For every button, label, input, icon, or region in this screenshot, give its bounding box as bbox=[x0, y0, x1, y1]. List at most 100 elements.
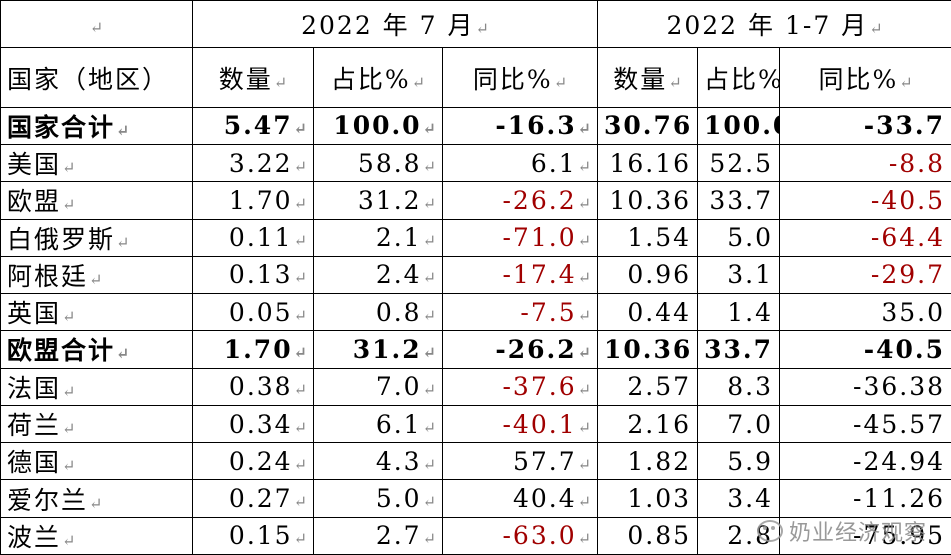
value-cell: 0.24↵ bbox=[192, 442, 314, 481]
return-mark-icon: ↵ bbox=[89, 17, 104, 37]
value: 10.36 bbox=[609, 185, 692, 215]
return-mark-icon: ↵ bbox=[422, 492, 436, 512]
country-cell: 荷兰↵ bbox=[0, 404, 193, 444]
value-cell: 1.03 bbox=[597, 479, 699, 518]
value-cell: 58.8↵ bbox=[313, 144, 443, 183]
return-mark-icon: ↵ bbox=[577, 492, 592, 512]
value-cell: 35.0 bbox=[779, 293, 951, 332]
country-label: 波兰 bbox=[7, 522, 62, 552]
value-cell: -24.94 bbox=[779, 442, 951, 481]
value-cell: 100.0↵ bbox=[313, 106, 443, 146]
value: 40.4 bbox=[512, 484, 577, 514]
return-mark-icon: ↵ bbox=[293, 454, 307, 474]
country-label: 白俄罗斯 bbox=[7, 224, 116, 254]
value-cell: 5.0↵ bbox=[313, 479, 443, 518]
value: 0.96 bbox=[627, 260, 692, 290]
value: -45.57 bbox=[853, 409, 946, 439]
value-cell: 16.16 bbox=[597, 144, 699, 183]
value-cell: -40.5 bbox=[779, 330, 951, 369]
value: -36.38 bbox=[853, 372, 946, 402]
value: 0.8 bbox=[375, 297, 422, 327]
period-header-row: ↵ 2022 年 7 月↵ 2022 年 1-7 月↵ bbox=[0, 0, 951, 49]
value-cell: 1.70↵ bbox=[192, 181, 314, 220]
value: -7.5 bbox=[520, 297, 577, 327]
return-mark-icon: ↵ bbox=[293, 156, 307, 176]
return-mark-icon: ↵ bbox=[475, 19, 489, 39]
value: 52.5 bbox=[709, 148, 774, 178]
return-mark-icon: ↵ bbox=[62, 456, 76, 476]
country-label: 欧盟合计 bbox=[7, 336, 116, 366]
wechat-icon bbox=[756, 520, 783, 542]
country-label: 国家合计 bbox=[7, 112, 116, 142]
value-cell: 2.1↵ bbox=[313, 218, 443, 257]
value: 10.36 bbox=[604, 334, 693, 364]
return-mark-icon: ↵ bbox=[577, 305, 592, 325]
return-mark-icon: ↵ bbox=[422, 268, 436, 288]
return-mark-icon: ↵ bbox=[293, 492, 307, 512]
return-mark-icon: ↵ bbox=[89, 269, 103, 289]
value: -26.2 bbox=[495, 334, 577, 364]
value: -75.95 bbox=[853, 521, 946, 551]
value: -24.94 bbox=[853, 446, 946, 476]
table-row: 阿根廷↵ 0.13↵ 2.4↵ -17.4↵ 0.96 3.1 -29.7 bbox=[0, 255, 951, 295]
value-cell: -16.3↵ bbox=[441, 106, 599, 146]
return-mark-icon: ↵ bbox=[422, 529, 436, 549]
value-cell: 6.1↵ bbox=[313, 404, 443, 444]
value-cell: 7.0 bbox=[697, 404, 781, 444]
value: 0.11 bbox=[228, 223, 293, 253]
table-row: 德国↵ 0.24↵ 4.3↵ 57.7↵ 1.82 5.9 -24.94 bbox=[0, 442, 951, 481]
value: 1.4 bbox=[727, 297, 774, 327]
return-mark-icon: ↵ bbox=[899, 72, 913, 92]
value-cell: -26.2↵ bbox=[441, 181, 599, 220]
value: 0.05 bbox=[228, 297, 293, 327]
value: 0.13 bbox=[228, 260, 293, 290]
value-cell: -36.38 bbox=[779, 367, 951, 406]
country-label: 英国 bbox=[7, 299, 62, 329]
value: -71.0 bbox=[502, 223, 577, 253]
col-header-qty: 数量↵ bbox=[597, 47, 699, 108]
value: -64.4 bbox=[870, 223, 946, 253]
return-mark-icon: ↵ bbox=[577, 156, 592, 176]
value: -37.6 bbox=[502, 372, 577, 402]
value: 33.7 bbox=[709, 185, 774, 215]
return-mark-icon: ↵ bbox=[577, 454, 592, 474]
return-mark-icon: ↵ bbox=[89, 493, 103, 513]
value-cell: 0.85 bbox=[597, 516, 699, 555]
value-cell: 0.96 bbox=[597, 255, 699, 295]
value: 6.1 bbox=[530, 148, 577, 178]
table-row: 欧盟合计↵ 1.70↵ 31.2↵ -26.2↵ 10.36 33.7 -40.5 bbox=[0, 330, 951, 369]
value: 0.85 bbox=[627, 521, 692, 551]
value: 100.0 bbox=[704, 111, 779, 141]
country-cell: 欧盟合计↵ bbox=[0, 330, 193, 369]
value-cell: 5.47↵ bbox=[192, 106, 314, 146]
value-cell: 0.8↵ bbox=[313, 293, 443, 332]
value: 1.54 bbox=[627, 223, 692, 253]
return-mark-icon: ↵ bbox=[293, 231, 307, 251]
value: -26.2 bbox=[502, 185, 577, 215]
value-cell: 0.15↵ bbox=[192, 516, 314, 555]
value-cell: 1.54 bbox=[597, 218, 699, 257]
value: -63.0 bbox=[502, 521, 577, 551]
value: -40.5 bbox=[863, 334, 946, 364]
country-cell: 美国↵ bbox=[0, 144, 193, 183]
value-cell: -40.1↵ bbox=[441, 404, 599, 444]
return-mark-icon: ↵ bbox=[422, 342, 436, 362]
return-mark-icon: ↵ bbox=[869, 19, 883, 39]
country-label: 美国 bbox=[7, 150, 62, 180]
watermark: 奶业经济观察 bbox=[756, 515, 927, 547]
value: 58.8 bbox=[357, 148, 422, 178]
value-cell: -33.7 bbox=[779, 106, 951, 146]
country-label: 德国 bbox=[7, 448, 62, 478]
return-mark-icon: ↵ bbox=[293, 380, 307, 400]
value-cell: 33.7 bbox=[697, 181, 781, 220]
column-header-row: 国家（地区） 数量↵ 占比%↵ 同比%↵ 数量↵ 占比% 同比%↵ bbox=[0, 47, 951, 108]
value: 5.0 bbox=[727, 223, 774, 253]
table-row: 美国↵ 3.22↵ 58.8↵ 6.1↵ 16.16 52.5 -8.8 bbox=[0, 144, 951, 183]
table-row: 法国↵ 0.38↵ 7.0↵ -37.6↵ 2.57 8.3 -36.38 bbox=[0, 367, 951, 406]
period-header-ytd: 2022 年 1-7 月↵ bbox=[597, 0, 951, 49]
value: 57.7 bbox=[512, 446, 577, 476]
return-mark-icon: ↵ bbox=[422, 454, 436, 474]
return-mark-icon: ↵ bbox=[577, 380, 592, 400]
value-cell: 10.36 bbox=[597, 330, 699, 369]
